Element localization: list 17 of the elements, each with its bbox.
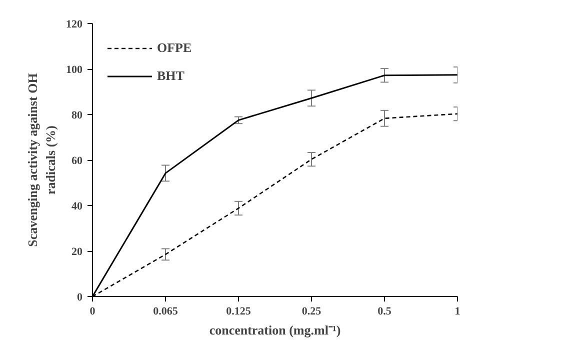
x-tick-label: 0.125 [226, 306, 252, 318]
x-tick-label: 0 [90, 306, 96, 318]
x-axis-title: concentration (mg.ml⁻¹) [209, 322, 341, 338]
x-tick-label: 1 [454, 306, 460, 318]
x-tick-label: 0.25 [302, 306, 322, 318]
y-tick-label: 20 [72, 246, 83, 258]
y-axis-title: Scavenging activity against OH radicals (%) [25, 73, 58, 247]
y-tick-label: 0 [77, 292, 83, 304]
y-tick-label: 40 [72, 200, 83, 212]
y-tick-label: 60 [72, 155, 83, 167]
legend-label: OFPE [157, 40, 192, 56]
y-tick-label: 120 [66, 18, 83, 30]
y-tick-label: 100 [66, 64, 83, 76]
y-tick-label: 80 [72, 110, 83, 122]
x-tick-label: 0.065 [153, 306, 178, 318]
x-tick-label: 0.5 [378, 306, 392, 318]
legend-label: BHT [157, 68, 184, 84]
